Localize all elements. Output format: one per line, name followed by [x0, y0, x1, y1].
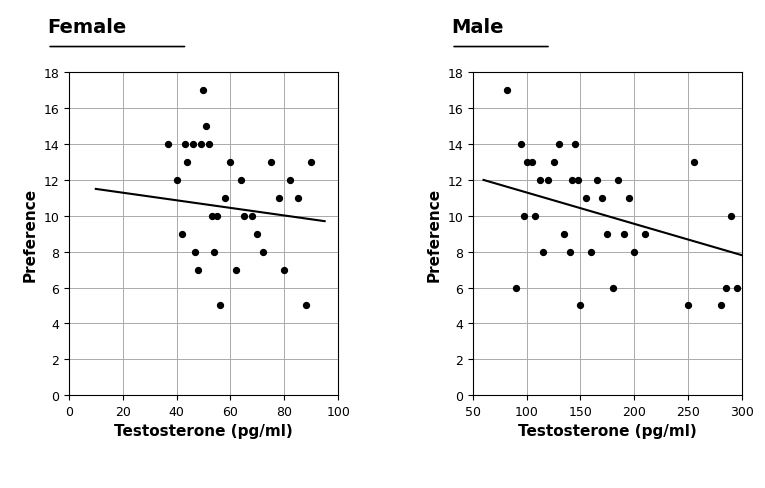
Point — [284, 177, 296, 184]
Point — [569, 141, 581, 149]
Point — [194, 141, 207, 149]
Point — [235, 177, 247, 184]
Point — [189, 248, 201, 256]
Point — [208, 248, 220, 256]
Point — [607, 284, 619, 292]
Point — [591, 177, 603, 184]
Y-axis label: Preference: Preference — [427, 187, 441, 281]
Point — [715, 302, 727, 310]
Point — [533, 177, 545, 184]
Point — [682, 302, 695, 310]
Point — [548, 159, 560, 166]
Y-axis label: Preference: Preference — [23, 187, 37, 281]
Point — [537, 248, 549, 256]
Point — [230, 266, 242, 274]
Text: Male: Male — [451, 19, 503, 38]
Point — [501, 87, 513, 95]
Point — [520, 159, 532, 166]
Point — [688, 159, 700, 166]
Point — [596, 195, 608, 203]
Point — [575, 302, 587, 310]
Point — [639, 230, 651, 238]
Point — [197, 87, 210, 95]
Point — [181, 159, 194, 166]
Point — [623, 195, 635, 203]
Point — [256, 248, 269, 256]
Point — [171, 177, 183, 184]
Point — [203, 141, 215, 149]
Point — [305, 159, 317, 166]
Point — [617, 230, 630, 238]
Text: Female: Female — [47, 19, 126, 38]
Point — [564, 248, 576, 256]
Point — [580, 195, 592, 203]
Point — [178, 141, 190, 149]
Point — [206, 212, 218, 220]
X-axis label: Testosterone (pg/ml): Testosterone (pg/ml) — [518, 424, 697, 439]
Point — [601, 230, 614, 238]
Point — [558, 230, 571, 238]
Point — [542, 177, 555, 184]
Point — [526, 159, 538, 166]
Point — [572, 177, 584, 184]
Point — [585, 248, 597, 256]
Point — [612, 177, 624, 184]
Point — [251, 230, 263, 238]
Point — [176, 230, 188, 238]
Point — [529, 212, 542, 220]
Point — [278, 266, 291, 274]
Point — [509, 284, 522, 292]
Point — [273, 195, 285, 203]
X-axis label: Testosterone (pg/ml): Testosterone (pg/ml) — [114, 424, 293, 439]
Point — [224, 159, 236, 166]
Point — [162, 141, 174, 149]
Point — [515, 141, 527, 149]
Point — [211, 212, 223, 220]
Point — [566, 177, 578, 184]
Point — [519, 212, 531, 220]
Point — [725, 212, 737, 220]
Point — [720, 284, 732, 292]
Point — [213, 302, 226, 310]
Point — [187, 141, 199, 149]
Point — [238, 212, 250, 220]
Point — [246, 212, 258, 220]
Point — [300, 302, 312, 310]
Point — [291, 195, 304, 203]
Point — [628, 248, 640, 256]
Point — [731, 284, 743, 292]
Point — [553, 141, 565, 149]
Point — [192, 266, 204, 274]
Point — [219, 195, 231, 203]
Point — [200, 123, 213, 131]
Point — [265, 159, 277, 166]
